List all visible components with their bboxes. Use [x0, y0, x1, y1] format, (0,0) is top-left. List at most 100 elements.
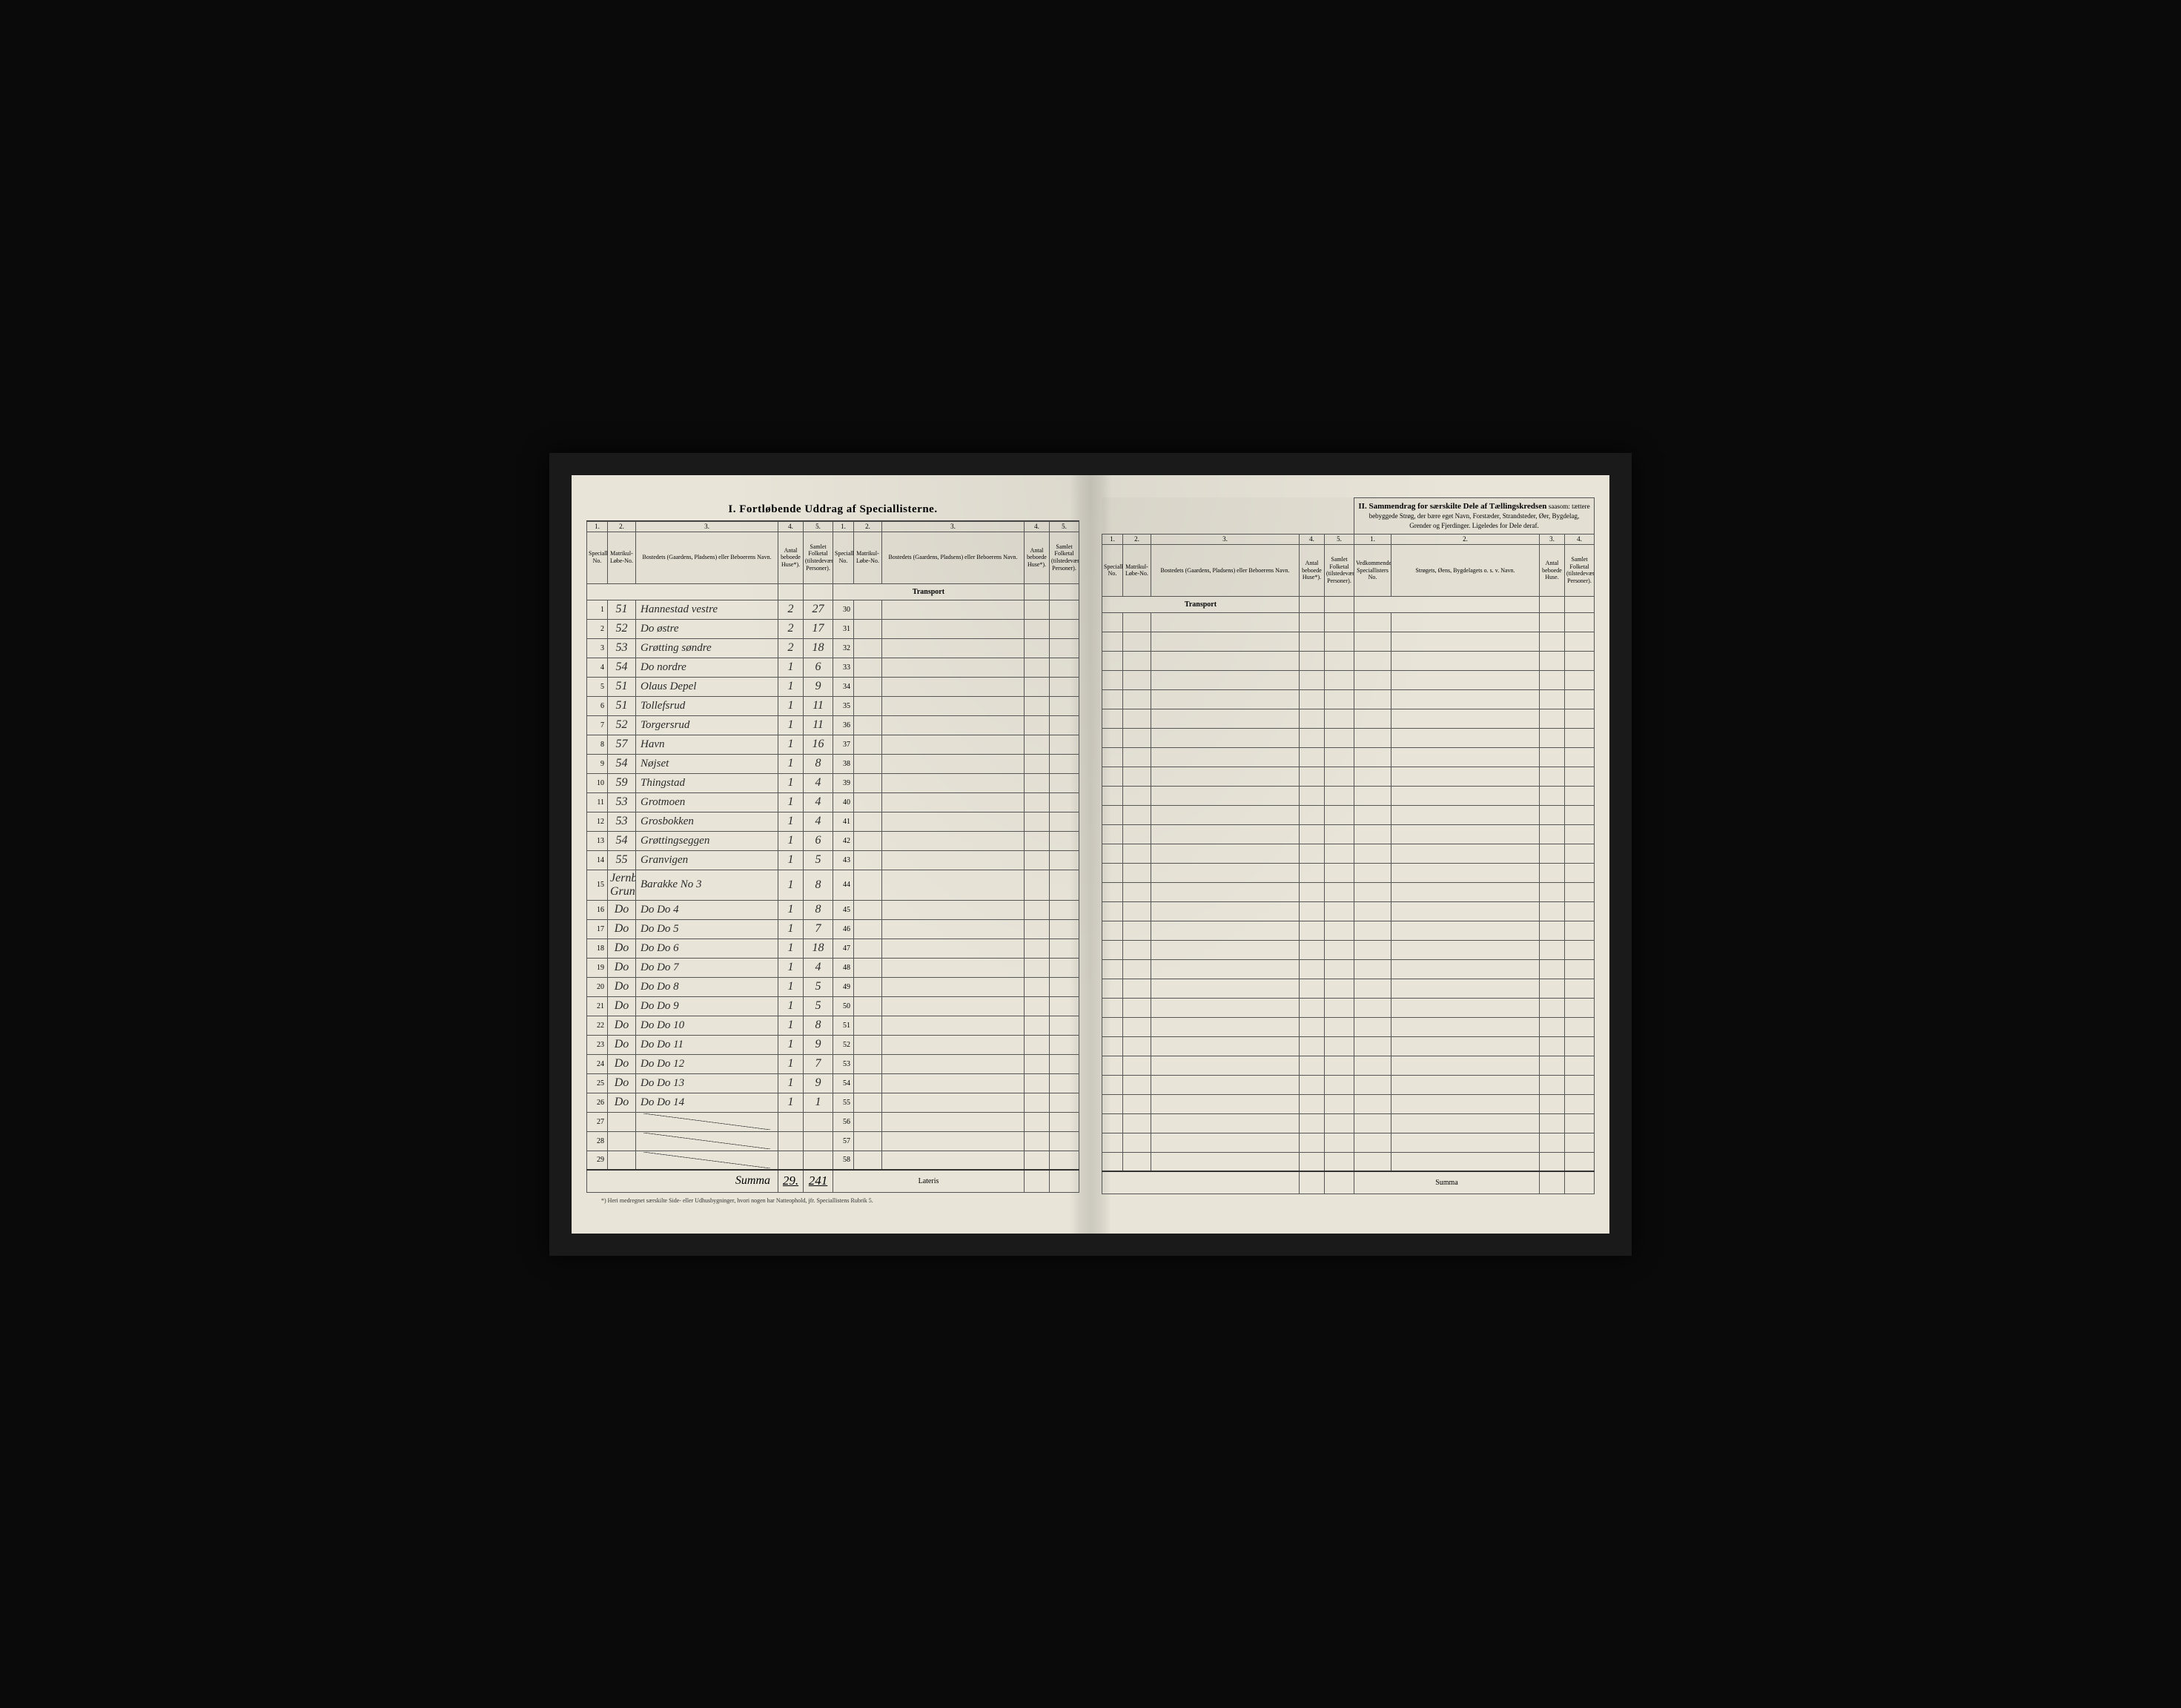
row-number: 44: [833, 870, 854, 900]
empty: [1324, 1036, 1354, 1056]
empty: [1299, 651, 1324, 670]
empty: [1151, 959, 1300, 979]
houses: 2: [778, 638, 804, 658]
empty: [1354, 921, 1391, 940]
empty: [854, 919, 882, 939]
empty: [1324, 1094, 1354, 1113]
empty: [1564, 1152, 1594, 1171]
empty: [854, 1151, 882, 1170]
empty: [1123, 612, 1151, 632]
empty: [1539, 1036, 1564, 1056]
empty: [1354, 786, 1391, 805]
empty: [1391, 1056, 1540, 1075]
empty: [1564, 1094, 1594, 1113]
table-row: 22DoDo Do 101851: [587, 1016, 1079, 1035]
scan-frame: I. Fortløbende Uddrag af Speciallisterne…: [549, 453, 1632, 1256]
row-number: 30: [833, 600, 854, 619]
empty: [1391, 824, 1540, 844]
empty: [1025, 958, 1050, 977]
table-row: [1102, 632, 1595, 651]
empty: [1123, 1056, 1151, 1075]
row-number: 16: [587, 900, 608, 919]
row-number: 13: [587, 831, 608, 850]
persons: 16: [804, 735, 833, 754]
table-row: 21DoDo Do 91550: [587, 996, 1079, 1016]
empty: [1025, 1170, 1050, 1192]
empty: [1025, 583, 1050, 600]
empty: [1354, 1133, 1391, 1152]
empty: [1025, 754, 1050, 773]
empty: [1050, 600, 1079, 619]
table-row: [1102, 612, 1595, 632]
empty: [854, 1131, 882, 1151]
colnum: 2.: [608, 521, 636, 532]
empty: [1025, 658, 1050, 677]
empty: [1299, 1056, 1324, 1075]
empty: [1299, 1094, 1324, 1113]
table-row: [1102, 1075, 1595, 1094]
empty: [1539, 1113, 1564, 1133]
header-c3: Bostedets (Gaardens, Pladsens) eller Beb…: [882, 532, 1025, 583]
empty: [1123, 805, 1151, 824]
row-number: 25: [587, 1073, 608, 1093]
header-c5: Samlet Folketal (tilstedeværende Persone…: [1050, 532, 1079, 583]
empty: [882, 958, 1025, 977]
empty: [1102, 901, 1123, 921]
persons: 5: [804, 996, 833, 1016]
row-number: 2: [587, 619, 608, 638]
empty: [1324, 824, 1354, 844]
empty: [1324, 747, 1354, 767]
houses: 1: [778, 812, 804, 831]
row-number: 7: [587, 715, 608, 735]
bosted-name: Do Do 10: [636, 1016, 778, 1035]
empty: [1324, 670, 1354, 689]
row-number: 34: [833, 677, 854, 696]
empty: [1025, 939, 1050, 958]
empty: [1123, 709, 1151, 728]
bosted-name: Thingstad: [636, 773, 778, 792]
persons: 4: [804, 958, 833, 977]
empty: [854, 619, 882, 638]
empty: [882, 792, 1025, 812]
empty: [882, 735, 1025, 754]
row-number: 31: [833, 619, 854, 638]
empty: [1354, 901, 1391, 921]
houses: 1: [778, 696, 804, 715]
empty: [882, 773, 1025, 792]
bosted-name: Do Do 5: [636, 919, 778, 939]
matrikul-no: Do: [608, 977, 636, 996]
houses: 1: [778, 1073, 804, 1093]
empty: [1050, 958, 1079, 977]
empty: [1539, 1017, 1564, 1036]
lateris-label: Lateris: [833, 1170, 1025, 1192]
empty: [1354, 824, 1391, 844]
transport-label: Transport: [833, 583, 1025, 600]
empty: [1102, 1094, 1123, 1113]
empty: [1299, 767, 1324, 786]
empty: [1025, 792, 1050, 812]
empty: [1050, 977, 1079, 996]
matrikul-no: [608, 1112, 636, 1131]
header-r2: Strøgets, Øens, Bygdelagets o. s. v. Nav…: [1391, 544, 1540, 596]
empty: [1539, 689, 1564, 709]
persons: 17: [804, 619, 833, 638]
row-number: 55: [833, 1093, 854, 1112]
empty: [1539, 1171, 1564, 1194]
empty: [1151, 689, 1300, 709]
empty: [1102, 747, 1123, 767]
empty: [1123, 979, 1151, 998]
bosted-name: Do Do 13: [636, 1073, 778, 1093]
empty: [1354, 1036, 1391, 1056]
empty: [1050, 939, 1079, 958]
empty: [1324, 979, 1354, 998]
empty: [1025, 677, 1050, 696]
empty: [882, 1131, 1025, 1151]
header-c5: Samlet Folketal (tilstedeværende Persone…: [804, 532, 833, 583]
empty: [1564, 1171, 1594, 1194]
empty: [1539, 767, 1564, 786]
empty: [1123, 670, 1151, 689]
empty: [882, 754, 1025, 773]
empty: [804, 583, 833, 600]
colnum: 1.: [587, 521, 608, 532]
empty: [1354, 747, 1391, 767]
